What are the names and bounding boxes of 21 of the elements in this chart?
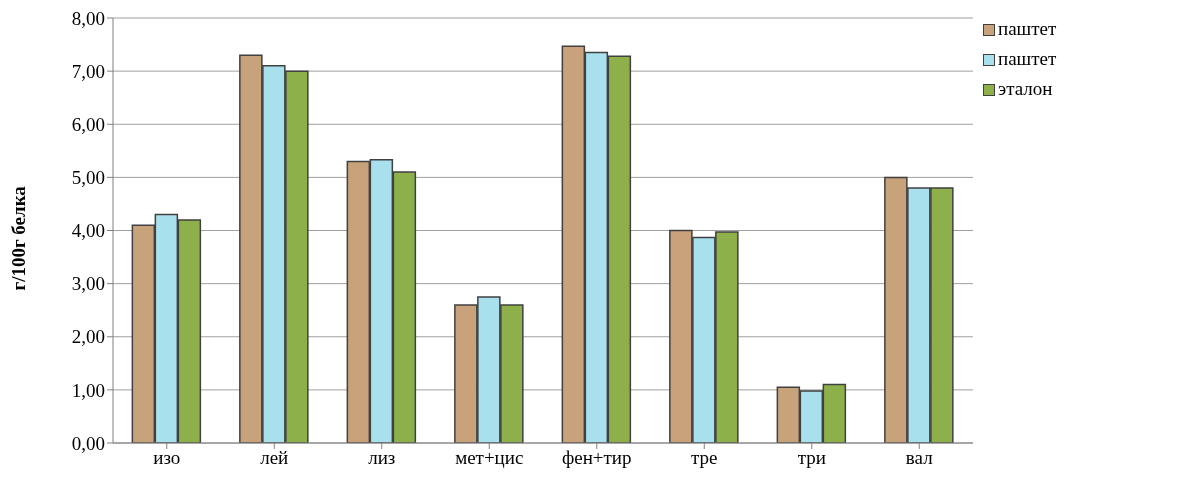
legend-label: эталон (998, 78, 1053, 100)
y-tick-label: 8,00 (71, 7, 105, 29)
y-tick-label: 2,00 (71, 326, 105, 348)
x-tick-label: вал (905, 447, 934, 469)
y-tick-label: 5,00 (71, 167, 105, 189)
legend-label: паштет (998, 48, 1057, 70)
y-tick-label: 4,00 (71, 220, 105, 242)
x-tick-label: тре (691, 447, 718, 469)
x-tick-label: мет+цис (455, 447, 524, 469)
x-tick-label: фен+тир (561, 447, 632, 469)
x-tick-label: изо (153, 447, 181, 469)
x-tick-label: три (797, 447, 826, 469)
y-tick-label: 7,00 (71, 60, 105, 82)
y-tick-label: 3,00 (71, 273, 105, 295)
x-tick-label: лей (260, 447, 289, 469)
y-tick-label: 0,00 (71, 432, 105, 454)
legend-label: паштет (998, 18, 1057, 40)
x-tick-label: лиз (368, 447, 396, 469)
y-tick-label: 6,00 (71, 114, 105, 135)
y-axis-title: г/100г белка (7, 185, 29, 291)
y-tick-label: 1,00 (71, 379, 105, 401)
